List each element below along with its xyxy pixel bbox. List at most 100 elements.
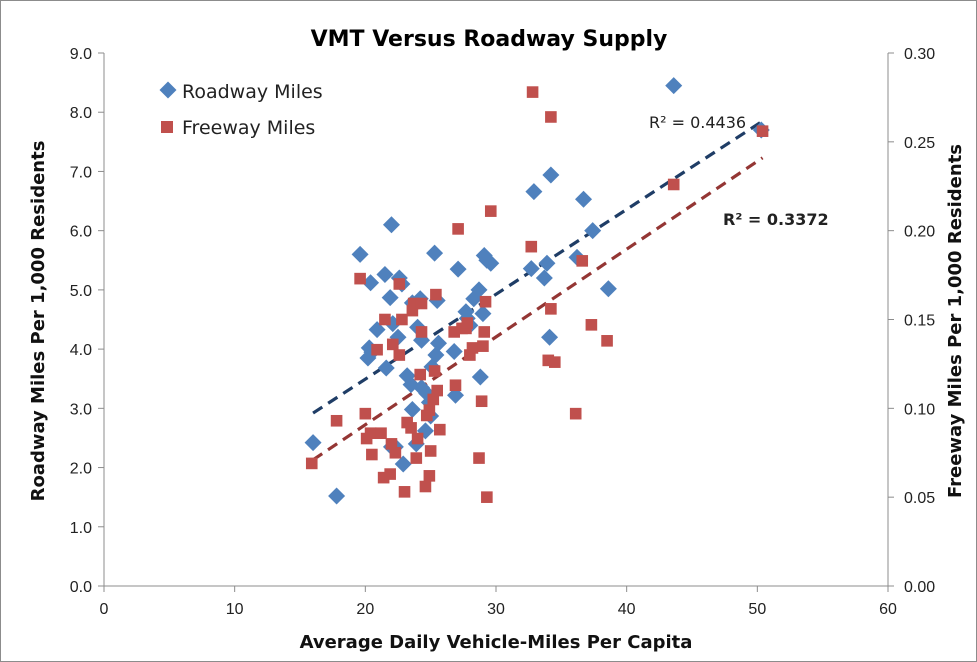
legend-marker-roadway [159, 81, 177, 99]
freeway-point [475, 395, 488, 408]
y-tick-label: 1.0 [70, 520, 92, 537]
chart-title: VMT Versus Roadway Supply [311, 27, 668, 52]
roadway-point [538, 254, 556, 272]
y-tick-label: 9.0 [70, 46, 92, 63]
roadway-point [541, 328, 559, 346]
freeway-point [545, 303, 557, 315]
freeway-point [431, 384, 443, 397]
roadway-point [426, 244, 444, 262]
freeway-point [415, 297, 428, 310]
x-axis-title: Average Daily Vehicle-Miles Per Capita [300, 632, 693, 653]
x-tick-label: 0 [100, 601, 109, 618]
left-y-axis-title: Roadway Miles Per 1,000 Residents [28, 141, 49, 502]
freeway-point [405, 422, 417, 434]
freeway-point [464, 349, 476, 361]
roadway-point [665, 77, 683, 95]
freeway-point [354, 272, 366, 285]
freeway-point [576, 255, 589, 267]
freeway-point [393, 349, 406, 361]
freeway-point [366, 448, 378, 461]
freeway-point [411, 432, 424, 445]
roadway-point [525, 183, 543, 201]
roadway-point [542, 166, 560, 184]
freeway-point [410, 452, 423, 464]
roadway-point [304, 434, 322, 452]
right-y-axis-title: Freeway Miles Per 1,000 Residents [945, 144, 966, 498]
freeway-point [396, 313, 408, 326]
roadway-point [471, 368, 489, 386]
freeway-point [601, 335, 613, 347]
y2-tick-label: 0.10 [904, 401, 935, 418]
freeway-point [389, 446, 402, 459]
roadway-point [522, 260, 540, 278]
roadway-point [470, 281, 488, 299]
freeway-point [330, 414, 343, 427]
roadway-point [362, 274, 380, 292]
roadway-point [599, 280, 617, 298]
freeway-point [359, 407, 372, 420]
y-tick-label: 8.0 [70, 105, 92, 122]
freeway-point [526, 86, 539, 98]
y2-tick-label: 0.05 [904, 490, 935, 507]
roadway-point [377, 359, 395, 377]
y2-tick-label: 0.15 [904, 313, 935, 330]
freeway-point [542, 354, 555, 367]
legend: Roadway Miles Freeway Miles [159, 81, 323, 139]
freeway-point [585, 319, 598, 331]
freeway-point [430, 288, 442, 301]
y-tick-label: 5.0 [70, 283, 92, 300]
y-tick-label: 4.0 [70, 342, 92, 359]
x-tick-label: 60 [879, 601, 897, 618]
freeway-point [667, 178, 680, 191]
legend-label-roadway: Roadway Miles [182, 81, 323, 103]
roadway-point [328, 487, 346, 505]
x-tick-label: 50 [748, 601, 766, 618]
x-tick-label: 40 [618, 601, 636, 618]
freeway-point [305, 457, 318, 470]
freeway-point [481, 491, 493, 503]
freeway-point [449, 379, 462, 392]
roadway-point [575, 190, 593, 208]
freeway-point [398, 486, 411, 498]
trendline-freeway [312, 156, 764, 462]
freeway-point [423, 404, 436, 416]
freeway-point [479, 295, 492, 308]
freeway-point [414, 368, 427, 381]
freeway-point [384, 468, 396, 480]
freeway-point [406, 304, 419, 317]
y2-tick-label: 0.25 [904, 135, 935, 152]
roadway-point [584, 222, 602, 240]
freeway-point [545, 111, 557, 123]
legend-label-freeway: Freeway Miles [182, 117, 315, 139]
freeway-point [478, 326, 491, 338]
freeway-point [484, 205, 497, 217]
y-tick-label: 6.0 [70, 224, 92, 241]
y-tick-label: 3.0 [70, 401, 92, 418]
r2-label-roadway: R² = 0.4436 [649, 113, 746, 132]
roadway-point [449, 260, 467, 278]
r2-label-freeway: R² = 0.3372 [723, 210, 829, 229]
freeway-point [371, 343, 383, 356]
freeway-point [452, 223, 464, 235]
roadway-point [474, 305, 492, 323]
freeway-point [377, 471, 390, 484]
roadway-point [403, 401, 421, 419]
x-tick-label: 30 [487, 601, 505, 618]
roadway-point [430, 334, 448, 352]
roadway-point [446, 386, 464, 404]
y-tick-label: 2.0 [70, 461, 92, 478]
y-tick-label: 7.0 [70, 164, 92, 181]
y-tick-label: 0.0 [70, 579, 92, 596]
freeway-point [385, 438, 398, 450]
freeway-point [364, 427, 377, 440]
freeway-point [569, 407, 582, 420]
roadway-point [427, 346, 445, 364]
freeway-point [419, 480, 432, 493]
legend-marker-freeway [161, 121, 173, 133]
roadway-point [445, 342, 463, 360]
freeway-point [525, 240, 538, 253]
roadway-point [376, 265, 394, 283]
freeway-point [424, 445, 437, 457]
freeway-point [549, 356, 561, 368]
